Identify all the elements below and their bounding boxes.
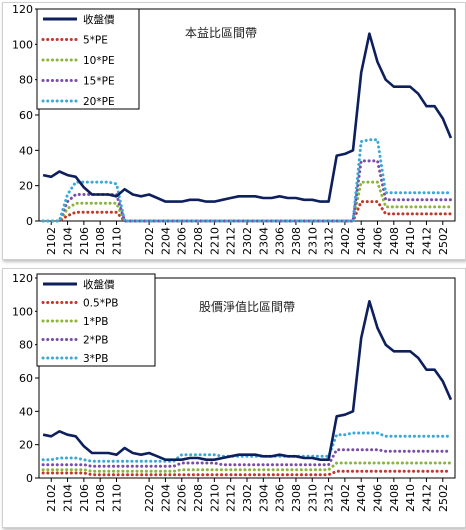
x-tick-label: 2208 bbox=[192, 484, 205, 512]
x-tick-label: 2110 bbox=[110, 227, 123, 255]
y-tick-label: 100 bbox=[12, 38, 33, 51]
x-tick-label: 2306 bbox=[274, 227, 287, 255]
y-tick-label: 20 bbox=[19, 180, 33, 193]
legend-box bbox=[36, 8, 140, 110]
x-tick-label: 2406 bbox=[372, 484, 385, 512]
x-tick-label: 2502 bbox=[437, 484, 450, 512]
y-tick-label: 0 bbox=[26, 215, 33, 228]
x-tick-label: 2304 bbox=[257, 484, 270, 512]
x-tick-label: 2304 bbox=[257, 227, 270, 255]
y-tick-label: 120 bbox=[12, 272, 33, 285]
x-tick-label: 2412 bbox=[420, 227, 433, 255]
legend-label: 3*PB bbox=[83, 353, 108, 365]
x-tick-label: 2502 bbox=[437, 227, 450, 255]
legend-label: 10*PE bbox=[83, 55, 115, 67]
legend-label: 0.5*PB bbox=[83, 298, 118, 310]
x-tick-label: 2402 bbox=[339, 484, 352, 512]
x-tick-label: 2102 bbox=[45, 227, 58, 255]
y-tick-label: 20 bbox=[19, 439, 33, 452]
x-tick-label: 2110 bbox=[110, 484, 123, 512]
x-tick-label: 2108 bbox=[94, 484, 107, 512]
x-tick-label: 2204 bbox=[159, 484, 172, 512]
x-tick-label: 2404 bbox=[355, 484, 368, 512]
x-tick-label: 2204 bbox=[159, 227, 172, 255]
legend-label: 2*PB bbox=[83, 335, 108, 347]
y-tick-label: 120 bbox=[12, 3, 33, 16]
x-tick-label: 2306 bbox=[274, 484, 287, 512]
x-tick-label: 2310 bbox=[306, 227, 319, 255]
x-tick-label: 2308 bbox=[290, 227, 303, 255]
y-tick-label: 60 bbox=[19, 372, 33, 385]
legend: 收盤價 5*PE 10*PE 15*PE 20*PE bbox=[36, 8, 140, 110]
x-tick-label: 2104 bbox=[62, 484, 75, 512]
x-tick-label: 2308 bbox=[290, 484, 303, 512]
series-line-1*PB bbox=[41, 461, 453, 473]
x-tick-label: 2410 bbox=[404, 227, 417, 255]
x-tick-label: 2206 bbox=[176, 484, 189, 512]
series-line-收盤價 bbox=[42, 299, 453, 461]
legend-label: 收盤價 bbox=[83, 278, 115, 291]
x-tick-label: 2106 bbox=[78, 484, 91, 512]
x-tick-label: 2312 bbox=[323, 484, 336, 512]
y-tick-label: 80 bbox=[19, 74, 33, 87]
legend-label: 1*PB bbox=[83, 316, 108, 328]
series-line-10*PE bbox=[41, 180, 453, 223]
x-tick-label: 2404 bbox=[355, 227, 368, 255]
x-tick-label: 2302 bbox=[241, 484, 254, 512]
series-line-收盤價 bbox=[42, 32, 453, 203]
x-tick-label: 2108 bbox=[94, 227, 107, 255]
legend-label: 20*PE bbox=[83, 96, 115, 108]
x-tick-label: 2410 bbox=[404, 484, 417, 512]
x-tick-label: 2406 bbox=[372, 227, 385, 255]
x-tick-label: 2202 bbox=[143, 484, 156, 512]
x-tick-label: 2208 bbox=[192, 227, 205, 255]
x-tick-label: 2212 bbox=[225, 227, 238, 255]
legend: 收盤價 0.5*PB 1*PB 2*PB 3*PB bbox=[36, 273, 156, 367]
x-tick-label: 2206 bbox=[176, 227, 189, 255]
legend-label: 15*PE bbox=[83, 76, 115, 88]
x-tick-label: 2210 bbox=[208, 227, 221, 255]
x-tick-label: 2408 bbox=[388, 484, 401, 512]
x-tick-label: 2102 bbox=[45, 484, 58, 512]
y-tick-label: 40 bbox=[19, 405, 33, 418]
y-tick-label: 40 bbox=[19, 144, 33, 157]
y-tick-label: 100 bbox=[12, 305, 33, 318]
legend-label: 5*PE bbox=[83, 35, 108, 47]
chart-title: 本益比區間帶 bbox=[185, 26, 257, 40]
x-tick-label: 2212 bbox=[225, 484, 238, 512]
x-tick-label: 2210 bbox=[208, 484, 221, 512]
x-tick-label: 2104 bbox=[62, 227, 75, 255]
series-line-20*PE bbox=[41, 138, 453, 223]
legend-label: 收盤價 bbox=[83, 13, 115, 26]
pb-band-chart-panel: 0 20 40 60 80 100 120 2102 2104 2106 2108 2110 2202 2… bbox=[2, 268, 466, 528]
y-tick-label: 60 bbox=[19, 109, 33, 122]
x-tick-label: 2202 bbox=[143, 227, 156, 255]
x-tick-label: 2310 bbox=[306, 484, 319, 512]
x-tick-label: 2412 bbox=[420, 484, 433, 512]
y-tick-label: 80 bbox=[19, 339, 33, 352]
y-tick-label: 0 bbox=[26, 472, 33, 485]
x-tick-label: 2106 bbox=[78, 227, 91, 255]
x-tick-label: 2312 bbox=[323, 227, 336, 255]
x-tick-label: 2408 bbox=[388, 227, 401, 255]
x-tick-label: 2302 bbox=[241, 227, 254, 255]
pe-band-chart-panel: 0 20 40 60 80 100 120 2102 2104 2106 2108 2110 2202 2… bbox=[2, 2, 466, 260]
series-line-3*PB bbox=[41, 431, 453, 463]
chart-title: 股價淨值比區間帶 bbox=[199, 299, 295, 314]
x-tick-label: 2402 bbox=[339, 227, 352, 255]
